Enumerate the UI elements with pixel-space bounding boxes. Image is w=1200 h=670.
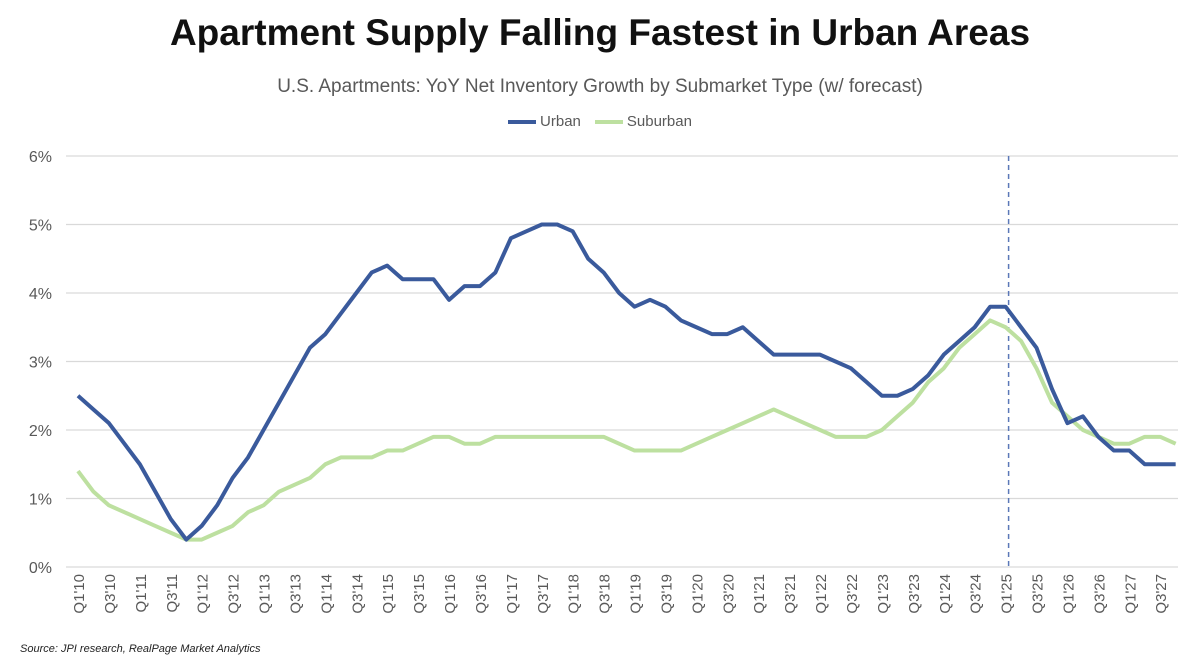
y-tick-label: 6% (29, 149, 52, 166)
x-tick-label: Q1'10 (71, 574, 88, 614)
y-tick-label: 3% (29, 355, 52, 372)
x-tick-label: Q1'25 (999, 574, 1016, 614)
y-tick-label: 0% (29, 560, 52, 577)
x-tick-label: Q3'22 (844, 574, 861, 614)
x-tick-label: Q1'26 (1060, 574, 1077, 614)
x-tick-label: Q3'15 (411, 574, 428, 614)
x-tick-label: Q3'17 (535, 574, 552, 614)
x-tick-label: Q1'13 (257, 574, 274, 614)
legend-item-urban: Urban (508, 113, 581, 130)
y-tick-label: 5% (29, 218, 52, 235)
x-tick-label: Q3'10 (102, 574, 119, 614)
source-note: Source: JPI research, RealPage Market An… (20, 643, 261, 655)
y-tick-label: 1% (29, 492, 52, 509)
legend-item-suburban: Suburban (594, 113, 692, 130)
x-tick-label: Q3'24 (968, 574, 985, 614)
x-tick-label: Q3'20 (720, 574, 737, 614)
x-tick-label: Q1'22 (813, 574, 830, 614)
x-tick-label: Q3'14 (349, 574, 366, 614)
x-tick-label: Q1'15 (380, 574, 397, 614)
x-tick-label: Q3'26 (1091, 574, 1108, 614)
x-tick-label: Q3'27 (1153, 574, 1170, 614)
chart-title: Apartment Supply Falling Fastest in Urba… (169, 12, 1031, 53)
x-tick-label: Q3'23 (906, 574, 923, 614)
x-tick-label: Q1'11 (133, 574, 150, 612)
x-tick-label: Q1'17 (504, 574, 521, 614)
y-tick-label: 2% (29, 423, 52, 440)
legend-swatch-urban (508, 119, 537, 124)
x-tick-label: Q1'23 (875, 574, 892, 614)
x-tick-label: Q3'25 (1030, 574, 1047, 614)
x-tick-label: Q1'24 (937, 574, 954, 614)
x-tick-label: Q1'20 (689, 574, 706, 614)
y-tick-label: 4% (29, 286, 52, 303)
x-tick-label: Q3'13 (287, 574, 304, 614)
chart-subtitle: U.S. Apartments: YoY Net Inventory Growt… (277, 76, 923, 97)
x-tick-label: Q3'18 (597, 574, 614, 614)
x-tick-label: Q1'21 (751, 574, 768, 614)
x-tick-label: Q1'19 (628, 574, 645, 614)
x-tick-label: Q1'27 (1122, 574, 1139, 614)
legend: Urban Suburban (0, 113, 1200, 130)
x-tick-label: Q1'18 (566, 574, 583, 614)
x-tick-label: Q3'21 (782, 574, 799, 614)
legend-label-urban: Urban (540, 113, 581, 130)
x-tick-label: Q3'19 (658, 574, 675, 614)
series-line-suburban (76, 318, 1177, 542)
x-tick-label: Q3'11 (164, 574, 181, 612)
x-tick-label: Q3'12 (226, 574, 243, 614)
legend-swatch-suburban (594, 119, 623, 124)
legend-label-suburban: Suburban (626, 113, 692, 130)
x-tick-label: Q3'16 (473, 574, 490, 614)
x-tick-label: Q1'12 (195, 574, 212, 614)
x-tick-label: Q1'16 (442, 574, 459, 614)
series-line-urban (76, 222, 1176, 542)
x-tick-label: Q1'14 (318, 574, 335, 614)
